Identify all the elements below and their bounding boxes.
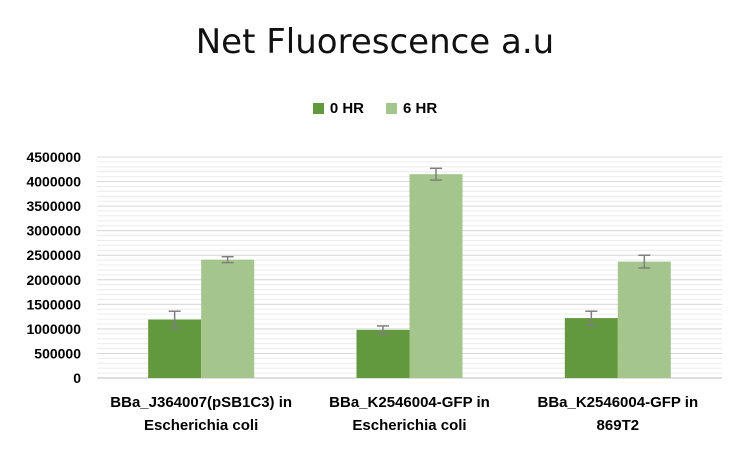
x-category-label: BBa_K2546004-GFP in <box>329 394 490 411</box>
y-tick-label: 500000 <box>34 345 81 361</box>
bars <box>148 167 671 378</box>
legend-item-6hr: 6 HR <box>386 100 437 117</box>
x-category-label: 869T2 <box>597 417 640 434</box>
legend-label-0hr: 0 HR <box>329 100 364 117</box>
x-category-label: Escherichia coli <box>352 417 466 434</box>
legend-label-6hr: 6 HR <box>403 100 438 117</box>
bar <box>564 318 618 378</box>
bar <box>617 261 671 378</box>
bar <box>409 174 463 378</box>
legend: 0 HR 6 HR <box>0 100 750 117</box>
y-tick-label: 2500000 <box>26 247 81 263</box>
legend-swatch-0hr <box>312 103 324 114</box>
x-axis: BBa_J364007(pSB1C3) in Escherichia coli BB… <box>110 394 698 434</box>
y-tick-label: 3000000 <box>26 223 81 239</box>
y-tick-label: 4000000 <box>26 174 81 190</box>
bar <box>148 319 202 378</box>
bar <box>356 329 410 378</box>
y-tick-label: 3500000 <box>26 198 81 214</box>
chart-title: Net Fluorescence a.u <box>195 22 555 62</box>
y-tick-label: 4500000 <box>26 149 81 165</box>
y-tick-label: 0 <box>73 370 81 386</box>
bar <box>201 259 255 378</box>
x-category-label: BBa_J364007(pSB1C3) in <box>110 394 292 411</box>
y-tick-label: 1000000 <box>26 321 81 337</box>
y-tick-label: 1500000 <box>26 296 81 312</box>
legend-item-0hr: 0 HR <box>312 100 364 117</box>
x-category-label: Escherichia coli <box>144 417 258 434</box>
legend-swatch-6hr <box>386 103 397 114</box>
y-tick-label: 2000000 <box>26 272 81 288</box>
y-axis: 0 500000 1000000 1500000 2000000 2500000 30000… <box>26 149 81 386</box>
x-category-label: BBa_K2546004-GFP in <box>538 394 699 411</box>
